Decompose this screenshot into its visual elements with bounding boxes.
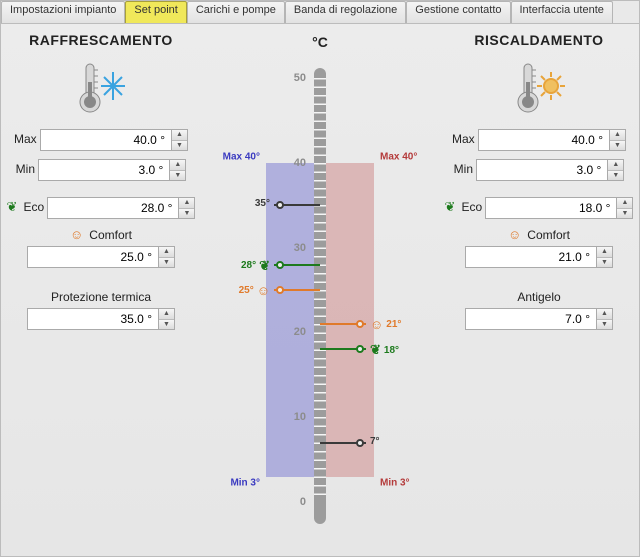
heat-max-input[interactable] — [478, 129, 610, 151]
tick-label: 30 — [294, 242, 306, 254]
cool-extra-field: Protezione termica ▲▼ — [5, 290, 197, 330]
smile-icon: ☺ — [508, 227, 521, 242]
cool-min-field: Min ▲▼ — [5, 159, 197, 181]
tick-label: 0 — [300, 496, 306, 508]
heat-comfort-label: ☺ Comfort — [508, 227, 570, 242]
tab-carichi-e-pompe[interactable]: Carichi e pompe — [187, 1, 285, 23]
tick-label: 10 — [294, 411, 306, 423]
heat-eco-label: ❦ Eco — [445, 199, 483, 215]
leaf-icon: ❦ — [445, 199, 456, 215]
cool-comfort-label: ☺ Comfort — [70, 227, 132, 242]
cool-annot: Max 40° — [223, 151, 260, 162]
app-root: Impostazioni impiantoSet pointCarichi e … — [0, 0, 640, 557]
heat-min-field: Min ▲▼ — [443, 159, 635, 181]
heat-max-field: Max ▲▼ — [443, 129, 635, 151]
heat-comfort-input[interactable] — [465, 246, 597, 268]
cool-extra-stepper[interactable]: ▲▼ — [159, 308, 175, 330]
heat-comfort-field: ☺ Comfort ▲▼ — [443, 227, 635, 268]
heat-zone — [326, 163, 374, 477]
heat-annot: Min 3° — [380, 477, 410, 488]
leaf-icon: ❦ — [7, 199, 18, 215]
main-area: RAFFRESCAMENTO — [1, 24, 639, 556]
heat-max-stepper[interactable]: ▲▼ — [610, 129, 626, 151]
thermometer-sun-icon — [443, 60, 635, 119]
heat-min-label: Min — [454, 162, 473, 176]
cool-max-input[interactable] — [40, 129, 172, 151]
cool-min-stepper[interactable]: ▲▼ — [170, 159, 186, 181]
heat-extra-stepper[interactable]: ▲▼ — [597, 308, 613, 330]
cool-comfort-input[interactable] — [27, 246, 159, 268]
heating-title: RISCALDAMENTO — [443, 32, 635, 48]
heat-extra-label: Antigelo — [517, 290, 560, 304]
heat-min-input[interactable] — [476, 159, 608, 181]
heat-comfort-stepper[interactable]: ▲▼ — [597, 246, 613, 268]
tab-gestione-contatto[interactable]: Gestione contatto — [406, 1, 510, 23]
cool-zone — [266, 163, 314, 477]
heat-extra-field: Antigelo ▲▼ — [443, 290, 635, 330]
heat-eco-input[interactable] — [485, 197, 617, 219]
cool-eco-field: ❦ Eco ▲▼ — [5, 197, 197, 219]
heat-extra-input[interactable] — [465, 308, 597, 330]
tab-banda-di-regolazione[interactable]: Banda di regolazione — [285, 1, 406, 23]
cool-min-input[interactable] — [38, 159, 170, 181]
heat-max-label: Max — [452, 132, 475, 146]
tab-impostazioni-impianto[interactable]: Impostazioni impianto — [1, 1, 125, 23]
tick-label: 40 — [294, 157, 306, 169]
cool-extra-label: Protezione termica — [51, 290, 151, 304]
heating-panel: RISCALDAMENTO — [439, 24, 639, 556]
cool-max-field: Max ▲▼ — [5, 129, 197, 151]
cool-comfort-field: ☺ Comfort ▲▼ — [5, 227, 197, 268]
thermometer-panel: °C Max 40° Min 3° Max 40° Min 3° 50 40 30 20 10 0… — [201, 24, 439, 556]
unit-label: °C — [201, 34, 439, 50]
cool-min-label: Min — [16, 162, 35, 176]
heat-min-stepper[interactable]: ▲▼ — [608, 159, 624, 181]
heat-eco-field: ❦ Eco ▲▼ — [443, 197, 635, 219]
cool-max-label: Max — [14, 132, 37, 146]
tab-set-point[interactable]: Set point — [125, 1, 186, 23]
cool-eco-input[interactable] — [47, 197, 179, 219]
cooling-title: RAFFRESCAMENTO — [5, 32, 197, 48]
cool-extra-input[interactable] — [27, 308, 159, 330]
heat-annot: Max 40° — [380, 151, 417, 162]
tab-interfaccia-utente[interactable]: Interfaccia utente — [511, 1, 613, 23]
smile-icon: ☺ — [70, 227, 83, 242]
heat-eco-stepper[interactable]: ▲▼ — [617, 197, 633, 219]
cool-annot: Min 3° — [230, 477, 260, 488]
cool-eco-stepper[interactable]: ▲▼ — [179, 197, 195, 219]
thermometer-scale: Max 40°Min 3°Max 40°Min 3°5040302010035°… — [201, 78, 439, 502]
cooling-panel: RAFFRESCAMENTO — [1, 24, 201, 556]
tab-bar: Impostazioni impiantoSet pointCarichi e … — [1, 1, 639, 24]
thermometer-snow-icon — [5, 60, 197, 119]
cool-eco-label: ❦ Eco — [7, 199, 45, 215]
tick-label: 50 — [294, 72, 306, 84]
cool-comfort-stepper[interactable]: ▲▼ — [159, 246, 175, 268]
tick-label: 20 — [294, 326, 306, 338]
cool-max-stepper[interactable]: ▲▼ — [172, 129, 188, 151]
